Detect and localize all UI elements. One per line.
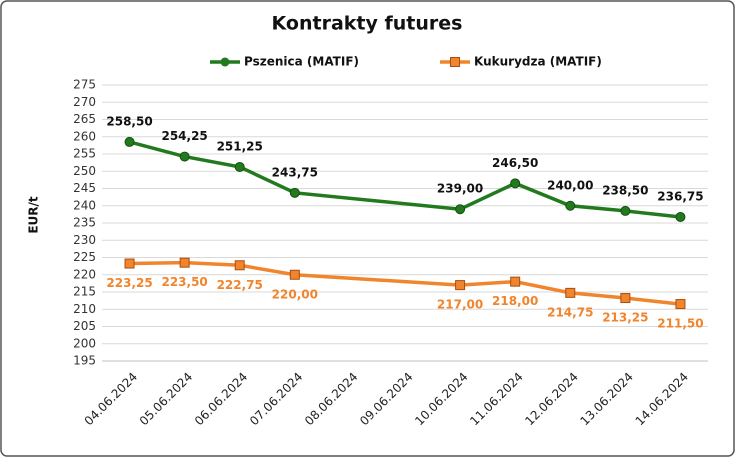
y-tick-label: 200 [73, 336, 96, 350]
point [289, 269, 300, 280]
point [455, 204, 466, 215]
y-tick-label: 210 [73, 302, 96, 316]
data-label: 238,50 [602, 183, 648, 197]
data-label: 222,75 [217, 278, 263, 292]
point [455, 280, 466, 291]
data-label: 243,75 [272, 165, 318, 179]
point [179, 257, 190, 268]
data-label: 258,50 [106, 114, 152, 128]
point [565, 287, 576, 298]
y-tick-label: 205 [73, 319, 96, 333]
data-label: 251,25 [217, 139, 263, 153]
y-tick-label: 240 [73, 198, 96, 212]
legend-marker [450, 57, 460, 67]
y-tick-label: 255 [73, 147, 96, 161]
y-tick-label: 220 [73, 267, 96, 281]
data-label: 223,25 [106, 276, 152, 290]
point [124, 136, 135, 147]
point [675, 211, 686, 222]
y-tick-label: 250 [73, 164, 96, 178]
data-label: 213,25 [602, 311, 648, 325]
point [565, 200, 576, 211]
data-label: 214,75 [547, 305, 593, 319]
legend-label: Pszenica (MATIF) [244, 55, 359, 69]
data-label: 220,00 [272, 287, 318, 301]
point [675, 299, 686, 310]
chart-title: Kontrakty futures [272, 13, 463, 35]
point [510, 276, 521, 287]
data-label: 240,00 [547, 178, 593, 192]
data-label: 211,50 [657, 317, 703, 331]
point [289, 187, 300, 198]
y-tick-label: 260 [73, 129, 96, 143]
legend-label: Kukurydza (MATIF) [474, 55, 602, 69]
data-label: 217,00 [437, 298, 483, 312]
data-label: 239,00 [437, 182, 483, 196]
y-tick-label: 230 [73, 233, 96, 247]
y-tick-label: 225 [73, 250, 96, 264]
y-tick-label: 215 [73, 285, 96, 299]
y-tick-label: 275 [73, 78, 96, 92]
data-label: 236,75 [657, 189, 703, 203]
y-tick-label: 270 [73, 95, 96, 109]
y-tick-label: 235 [73, 216, 96, 230]
point [620, 205, 631, 216]
legend-marker [220, 57, 230, 67]
y-tick-label: 245 [73, 181, 96, 195]
point [124, 258, 135, 269]
y-axis-title: EUR/t [27, 196, 41, 234]
point [179, 151, 190, 162]
point [234, 260, 245, 271]
data-label: 246,50 [492, 156, 538, 170]
y-tick-label: 265 [73, 112, 96, 126]
point [234, 161, 245, 172]
data-label: 218,00 [492, 294, 538, 308]
data-label: 223,50 [161, 275, 207, 289]
point [510, 178, 521, 189]
point [620, 293, 631, 304]
y-tick-label: 195 [73, 354, 96, 368]
data-label: 254,25 [161, 129, 207, 143]
